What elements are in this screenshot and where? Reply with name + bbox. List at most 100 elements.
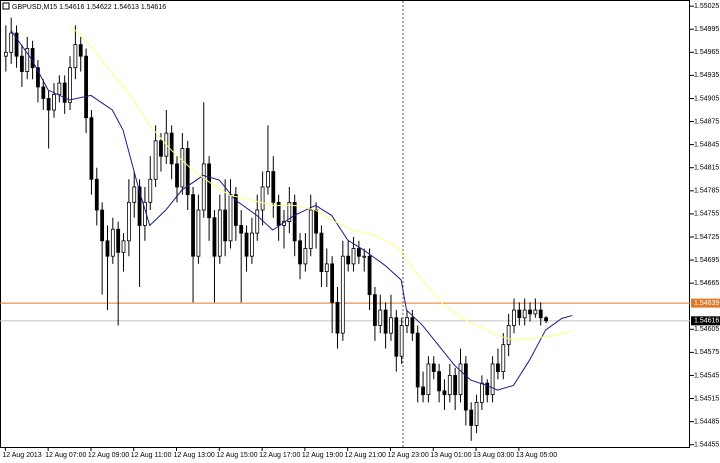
candle-body (68, 67, 72, 103)
x-tick-label: 12 Aug 09:00 (88, 452, 129, 459)
candle-body (378, 309, 383, 326)
x-tick-label: 12 Aug 2013 (2, 452, 41, 459)
candle-body (244, 232, 249, 257)
y-tick-label: 1.54485 (694, 418, 719, 425)
y-tick-label: 1.54965 (694, 49, 719, 56)
candle-body (373, 294, 377, 326)
y-tick-label: 1.54875 (694, 118, 719, 125)
candle-body (110, 228, 115, 257)
y-tick-label: 1.54815 (694, 165, 719, 172)
candle-body (276, 201, 281, 226)
candle-body (330, 263, 335, 303)
symbol-icon (2, 2, 10, 10)
candle-body (506, 325, 511, 346)
candle-body (319, 232, 324, 272)
candle-body (458, 363, 463, 396)
candle-body (383, 309, 388, 334)
y-tick-label: 1.54725 (694, 234, 719, 241)
x-tick-label: 12 Aug 17:00 (259, 452, 300, 459)
candle-body (30, 48, 35, 69)
candle-body (522, 309, 527, 319)
candle-body (479, 382, 484, 403)
y-tick-label: 1.54995 (694, 26, 719, 33)
candle-body (100, 209, 105, 242)
x-tick-label: 12 Aug 07:00 (45, 452, 86, 459)
candle-body (335, 301, 340, 334)
plot-frame (0, 0, 690, 448)
candle-body (308, 209, 313, 249)
x-tick-label: 13 Aug 05:00 (516, 452, 557, 459)
candle-body (367, 255, 372, 296)
candle-body (94, 178, 99, 211)
candle-body (57, 82, 62, 96)
candle-body (217, 209, 222, 257)
candle-body (255, 209, 260, 234)
candle-body (89, 117, 94, 180)
candle-body (223, 209, 228, 242)
y-tick-label: 1.54695 (694, 257, 719, 264)
level-line-label-bg (691, 298, 720, 308)
candle-body (298, 240, 302, 265)
candle-body (25, 48, 30, 72)
candle-body (512, 309, 516, 326)
x-tick-label: 12 Aug 11:00 (131, 452, 172, 459)
candle-body (426, 363, 431, 396)
x-tick-label: 12 Aug 21:00 (345, 452, 386, 459)
candle-body (191, 194, 195, 257)
bid-line-label: 1.54616 (694, 318, 719, 325)
candle-body (528, 309, 532, 315)
x-tick-label: 13 Aug 03:00 (473, 452, 514, 459)
level-line-label: 1.54639 (694, 300, 719, 307)
y-tick-label: 1.54515 (694, 395, 719, 402)
y-tick-label: 1.54845 (694, 141, 719, 148)
x-tick-label: 12 Aug 23:00 (387, 452, 428, 459)
candle-body (196, 209, 201, 257)
y-tick-label: 1.54545 (694, 372, 719, 379)
candle-body (490, 363, 495, 396)
candle-body (453, 375, 458, 396)
candle-body (19, 55, 24, 72)
x-tick-label: 13 Aug 01:00 (430, 452, 471, 459)
candle-body (105, 240, 110, 257)
candle-body (228, 194, 233, 242)
candle-body (405, 317, 409, 326)
candle-body (260, 186, 265, 211)
candle-body (517, 309, 522, 319)
candle-body (538, 309, 543, 319)
candle-body (159, 140, 163, 157)
y-tick-label: 1.54575 (694, 349, 719, 356)
candle-body (201, 163, 206, 211)
candle-body (207, 163, 212, 219)
candle-body (447, 375, 452, 396)
candle-body (126, 201, 131, 242)
candle-body (346, 255, 351, 265)
candle-body (132, 186, 137, 203)
chart-title: GBPUSD,M15 1.54616 1.54622 1.54613 1.546… (12, 4, 166, 11)
x-tick-label: 12 Aug 15:00 (216, 452, 257, 459)
candle-body (544, 317, 548, 322)
candle-body (84, 55, 88, 119)
candle-body (415, 332, 420, 388)
candle-body (239, 225, 244, 234)
y-tick-label: 1.55025 (694, 3, 719, 10)
candle-body (469, 409, 474, 426)
y-tick-label: 1.54935 (694, 72, 719, 79)
candle-body (389, 317, 393, 334)
candle-body (9, 32, 14, 53)
candle-body (303, 248, 308, 265)
candle-body (62, 82, 67, 103)
candle-body (442, 390, 447, 396)
candle-body (463, 363, 468, 411)
bid-line-label-bg (691, 316, 720, 326)
candle-body (52, 94, 56, 111)
candle-body (362, 255, 367, 258)
candle-body (137, 186, 142, 226)
candle-body (78, 44, 83, 57)
candle-body (394, 317, 399, 357)
candle-body (356, 248, 361, 257)
y-tick-label: 1.54905 (694, 95, 719, 102)
candle-body (73, 44, 78, 69)
candle-body (46, 98, 51, 111)
moving-average (69, 25, 573, 341)
x-tick-label: 12 Aug 13:00 (174, 452, 215, 459)
